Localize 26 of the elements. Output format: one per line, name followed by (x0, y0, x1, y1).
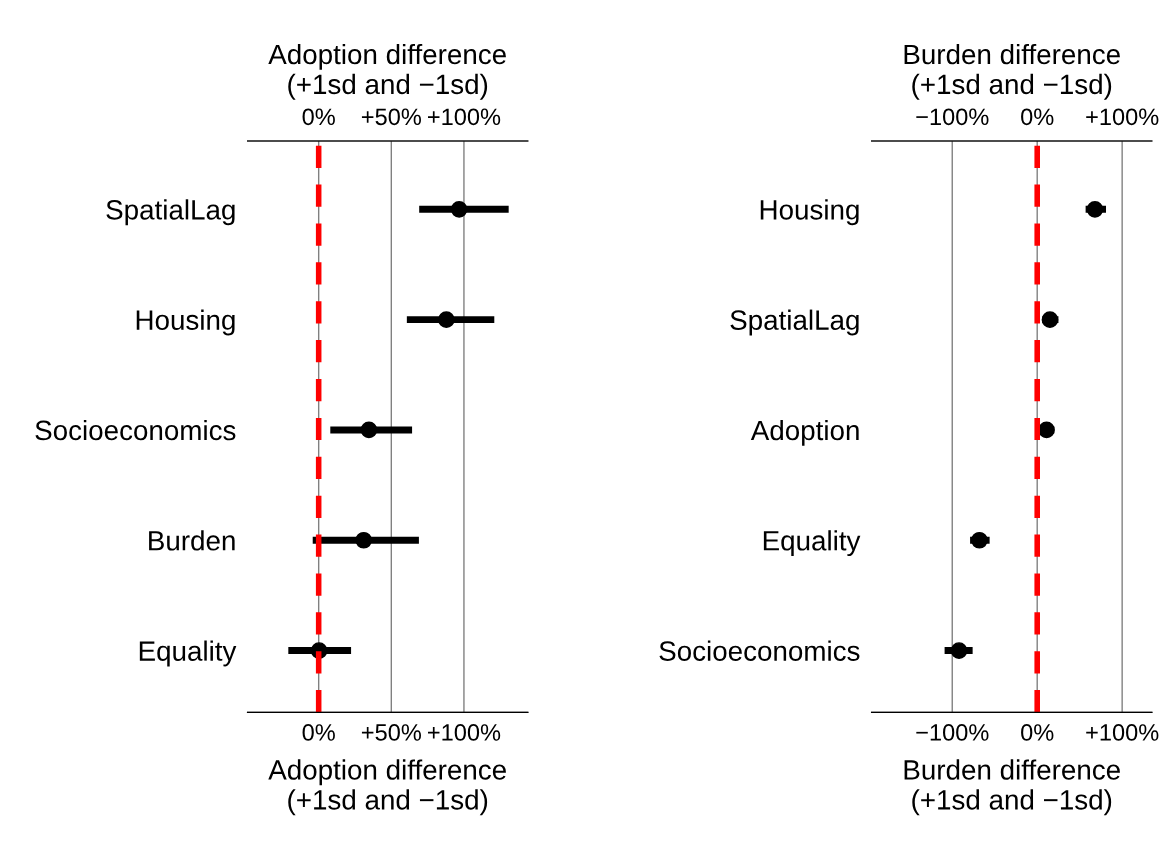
x2-axis-title: Adoption difference (+1sd and −1sd) (268, 43, 506, 100)
y-tick-label: Housing (760, 199, 859, 226)
x-tick-label: +50% (361, 724, 421, 741)
x-tick-label: −100% (916, 724, 989, 741)
y-tick-label: Housing (136, 309, 235, 336)
x2-tick-label: −100% (916, 108, 989, 126)
y-tick-label: SpatialLag (730, 309, 859, 336)
y-tick-label: Equality (763, 530, 861, 557)
x2-tick-label: +100% (1086, 108, 1159, 126)
y-tick-label: Burden (149, 530, 235, 551)
y-tick-label: Adoption (750, 419, 859, 446)
x2-tick-label: +50% (361, 108, 421, 126)
y-tick-label: SpatialLag (106, 199, 235, 226)
x-axis-title: Adoption difference (+1sd and −1sd) (268, 759, 506, 816)
x-tick-label: +100% (1086, 724, 1159, 741)
x2-tick-label: 0% (302, 108, 335, 126)
y-tick-label: Equality (139, 640, 237, 667)
x-axis-title: Burden difference (+1sd and −1sd) (904, 759, 1120, 816)
x-tick-label: 0% (302, 724, 335, 741)
y-tick-label: Socioeconomics (35, 419, 236, 441)
x-tick-label: 0% (1021, 724, 1054, 741)
x2-tick-label: +100% (428, 108, 501, 126)
x-tick-label: +100% (428, 724, 501, 741)
x2-tick-label: 0% (1021, 108, 1054, 126)
y-tick-label: Socioeconomics (659, 640, 860, 661)
x2-axis-title: Burden difference (+1sd and −1sd) (904, 43, 1120, 100)
